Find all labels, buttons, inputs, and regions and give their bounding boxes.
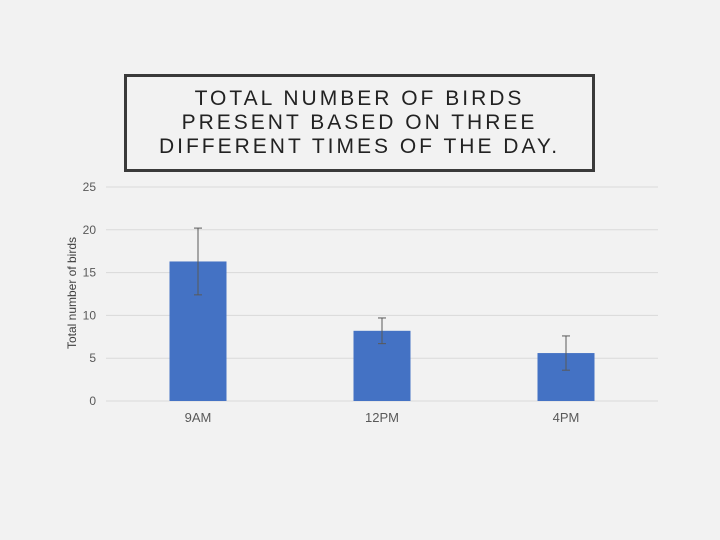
y-axis-ticks: 0 5 10 15 20 25 bbox=[83, 180, 97, 408]
chart-title-box: TOTAL NUMBER OF BIRDS PRESENT BASED ON T… bbox=[124, 74, 595, 172]
x-tick-label: 12PM bbox=[365, 410, 399, 425]
error-bar-4pm bbox=[562, 335, 570, 371]
x-tick-label: 4PM bbox=[553, 410, 580, 425]
error-bar-9am bbox=[194, 227, 202, 296]
chart-title: TOTAL NUMBER OF BIRDS PRESENT BASED ON T… bbox=[158, 87, 561, 158]
y-axis-label: Total number of birds bbox=[65, 237, 79, 349]
y-tick-label: 15 bbox=[83, 266, 97, 280]
y-tick-label: 25 bbox=[83, 180, 97, 194]
y-tick-label: 0 bbox=[89, 394, 96, 408]
y-tick-label: 5 bbox=[89, 351, 96, 365]
y-tick-label: 20 bbox=[83, 223, 97, 237]
x-tick-label: 9AM bbox=[185, 410, 212, 425]
error-bar-12pm bbox=[378, 317, 386, 345]
error-bars bbox=[194, 227, 570, 371]
y-tick-label: 10 bbox=[83, 308, 97, 322]
x-axis-ticks: 9AM 12PM 4PM bbox=[185, 410, 580, 425]
